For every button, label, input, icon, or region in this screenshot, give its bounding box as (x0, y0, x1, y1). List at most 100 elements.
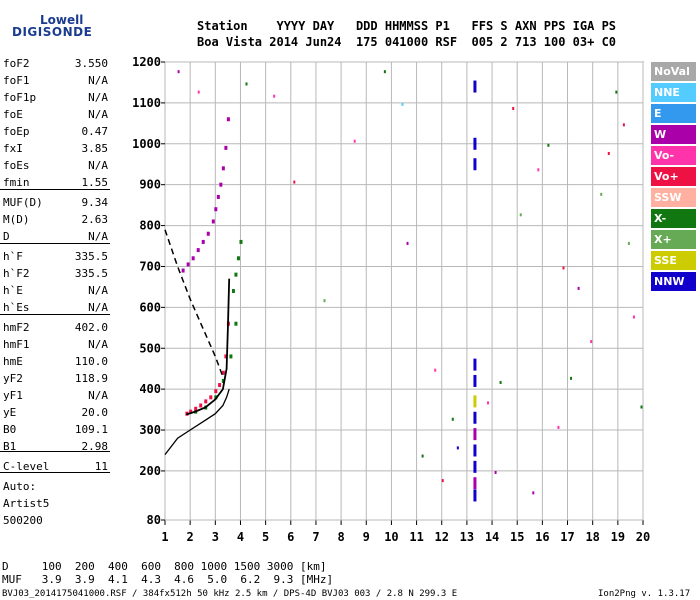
param-name: D (3, 230, 10, 243)
o-trace-point (204, 399, 208, 404)
param-name: B1 (3, 440, 17, 453)
x-trace-point (229, 354, 233, 359)
panel-separator (0, 189, 110, 190)
echo-point (512, 106, 515, 110)
param-value: 2.98 (81, 440, 109, 453)
param-value: N/A (88, 108, 108, 121)
echo-point (245, 82, 248, 86)
param-name: foF1p (3, 91, 37, 104)
legend-item: Vo+ (651, 167, 696, 186)
param-value: N/A (88, 338, 108, 351)
footer-distance-row: D 100 200 400 600 800 1000 1500 3000 [km… (2, 560, 327, 573)
param-name: foEp (3, 125, 30, 138)
auto-artist: Artist5 (3, 497, 50, 510)
legend-item: Vo- (651, 146, 696, 165)
echo-point (451, 417, 454, 421)
echo-point (353, 139, 356, 143)
param-name: C-level (3, 460, 50, 473)
param-value: 0.47 (81, 125, 109, 138)
o-trace-upper-point (206, 231, 210, 236)
o-trace-upper-point (211, 219, 215, 224)
y-tick-label: 600 (139, 300, 161, 314)
o-trace-upper-point (226, 117, 230, 122)
echo-point (293, 180, 296, 184)
x-tick-label: 6 (287, 530, 294, 544)
x-tick-label: 12 (435, 530, 449, 544)
param-value: 2.63 (81, 213, 109, 226)
echo-point (562, 266, 565, 270)
o-trace-upper-point (201, 239, 205, 244)
echo-point (406, 241, 409, 245)
x-tick-label: 20 (636, 530, 650, 544)
legend-item: E (651, 104, 696, 123)
o-trace-upper-point (186, 262, 190, 267)
echo-point (632, 315, 635, 319)
param-name: fxI (3, 142, 23, 155)
y-tick-label: 800 (139, 219, 161, 233)
o-trace-point (214, 389, 218, 394)
param-name: hmF1 (3, 338, 30, 351)
x-tick-label: 11 (409, 530, 423, 544)
echo-point (401, 102, 404, 106)
param-value: N/A (88, 230, 108, 243)
echo-point (622, 123, 625, 127)
x-tick-label: 7 (312, 530, 319, 544)
legend-item: SSE (651, 251, 696, 270)
x-tick-label: 13 (460, 530, 474, 544)
echo-point (600, 192, 603, 196)
x-tick-label: 8 (337, 530, 344, 544)
o-trace-upper-point (219, 182, 223, 187)
param-name: fmin (3, 176, 30, 189)
o-trace-upper-point (224, 145, 228, 150)
echo-point (627, 241, 630, 245)
o-trace-point (218, 383, 222, 388)
es-echo-point (473, 489, 477, 502)
x-tick-label: 3 (212, 530, 219, 544)
param-value: 335.5 (74, 250, 108, 263)
param-name: h`Es (3, 301, 30, 314)
echo-point (607, 151, 610, 155)
o-trace-point (194, 406, 198, 411)
x-trace-upper-point (239, 239, 243, 244)
panel-separator (0, 472, 110, 473)
auto-label: Auto: (3, 480, 37, 493)
es-echo-point (473, 477, 477, 490)
y-tick-label: 80 (147, 513, 161, 527)
es-echo-point (473, 395, 477, 408)
param-name: hmE (3, 355, 23, 368)
echo-point (519, 213, 522, 217)
legend-item: NoVal (651, 62, 696, 81)
y-tick-label: 1000 (132, 137, 161, 151)
legend-item: X+ (651, 230, 696, 249)
x-tick-label: 19 (611, 530, 625, 544)
y-tick-label: 700 (139, 259, 161, 273)
param-value: N/A (88, 159, 108, 172)
echo-point (487, 401, 490, 405)
param-value: N/A (88, 389, 108, 402)
param-name: yE (3, 406, 17, 419)
o-trace-point (221, 370, 225, 375)
param-value: 1.55 (81, 176, 109, 189)
footer-file-info: BVJ03_2014175041000.RSF / 384fx512h 50 k… (2, 589, 458, 599)
logo-digisonde: DIGISONDE (12, 25, 93, 39)
x-tick-label: 1 (161, 530, 168, 544)
o-trace-upper-point (196, 248, 200, 253)
legend-item: NNE (651, 83, 696, 102)
es-echo-point (473, 374, 477, 387)
panel-separator (0, 314, 110, 315)
x-tick-label: 17 (560, 530, 574, 544)
param-value: 402.0 (74, 321, 108, 334)
es-echo-point (473, 460, 477, 473)
x-tick-label: 10 (384, 530, 398, 544)
profile-virtual-line (186, 278, 231, 416)
y-tick-label: 1200 (132, 55, 161, 69)
echo-point (547, 143, 550, 147)
x-tick-label: 2 (187, 530, 194, 544)
echo-point (273, 94, 276, 98)
param-name: B0 (3, 423, 17, 436)
param-value: 109.1 (74, 423, 108, 436)
panel-separator (0, 243, 110, 244)
echo-point (640, 405, 643, 409)
param-value: 20.0 (81, 406, 109, 419)
echo-point (494, 470, 497, 474)
